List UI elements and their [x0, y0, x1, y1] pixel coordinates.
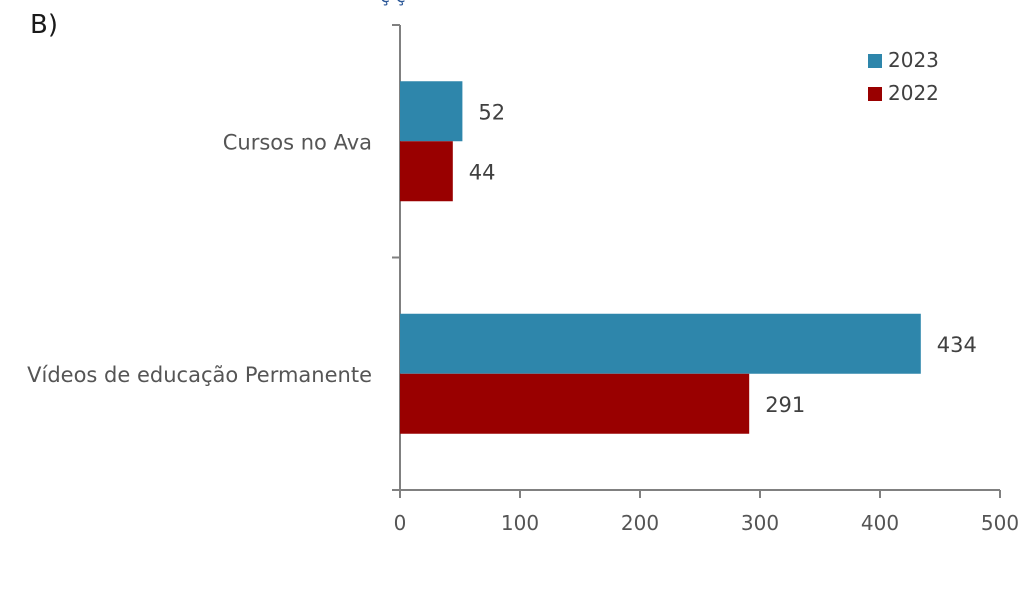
category-label: Cursos no Ava — [223, 130, 372, 154]
x-tick-label: 400 — [861, 511, 899, 535]
bar-2023 — [400, 313, 921, 374]
top-clipped-text: ç ç — [380, 0, 406, 7]
x-tick-label: 200 — [621, 511, 659, 535]
bar-2022 — [400, 141, 453, 202]
x-tick-label: 0 — [394, 511, 407, 535]
x-tick-label: 300 — [741, 511, 779, 535]
data-label: 291 — [765, 393, 805, 417]
legend-swatch-2022 — [868, 87, 882, 101]
data-label: 434 — [937, 333, 977, 357]
x-tick-label: 500 — [981, 511, 1018, 535]
panel-label: B) — [30, 10, 58, 40]
category-label: Vídeos de educação Permanente — [27, 363, 372, 387]
legend: 2023 2022 — [868, 48, 939, 105]
x-tick-label: 100 — [501, 511, 539, 535]
legend-label: 2022 — [888, 81, 939, 105]
labels: Cursos no Ava 52 44 Vídeos de educação Perm… — [27, 100, 977, 417]
legend-label: 2023 — [888, 48, 939, 72]
data-label: 44 — [469, 160, 496, 184]
bar-2023 — [400, 81, 463, 142]
bars — [400, 81, 921, 434]
legend-swatch-2023 — [868, 54, 882, 68]
axes: 0 100 200 300 400 500 — [392, 24, 1018, 535]
data-label: 52 — [478, 100, 505, 124]
bar-2022 — [400, 373, 750, 434]
